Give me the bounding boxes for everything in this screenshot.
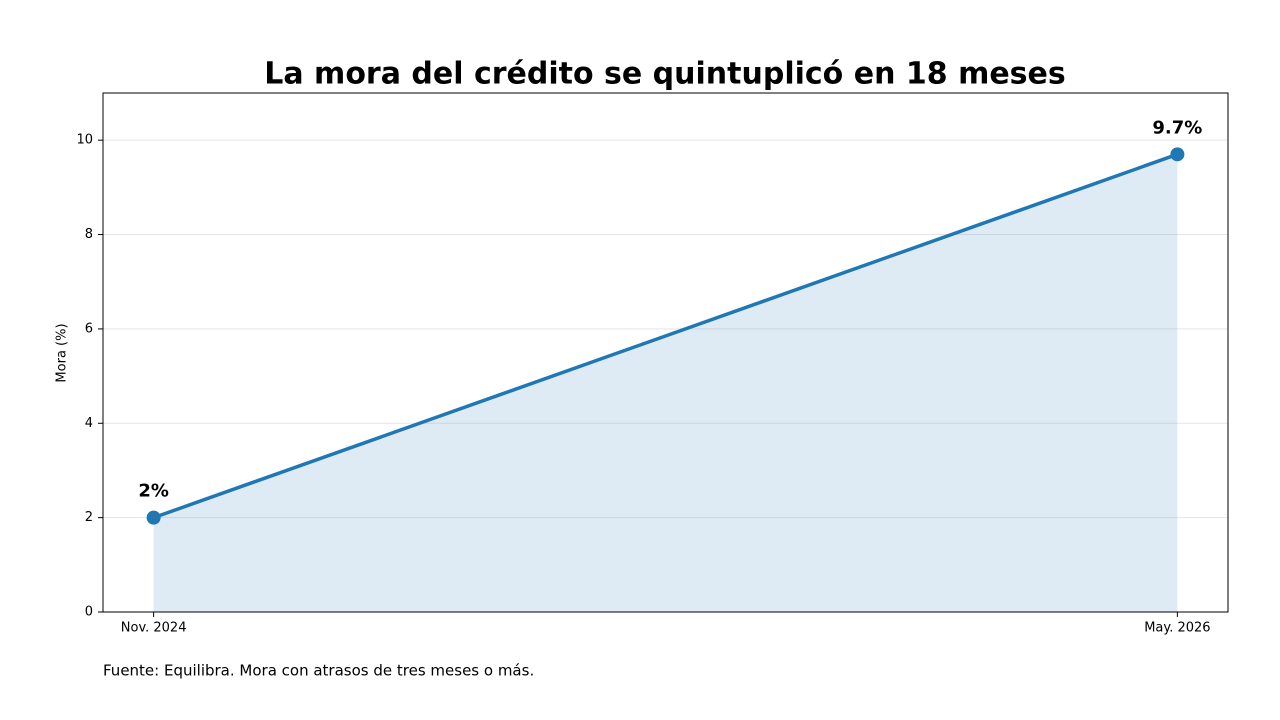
y-tick-label: 8	[85, 227, 93, 242]
x-tick-label: May. 2026	[1144, 621, 1210, 636]
source-note: Fuente: Equilibra. Mora con atrasos de t…	[103, 662, 534, 680]
y-axis-label: Mora (%)	[55, 323, 70, 382]
plot-frame	[102, 92, 1229, 613]
value-label: 2%	[138, 481, 169, 502]
x-tick-label: Nov. 2024	[121, 621, 187, 636]
point	[146, 510, 161, 525]
point	[1170, 147, 1185, 162]
value-label: 9.7%	[1152, 117, 1202, 138]
area	[153, 154, 1178, 612]
y-tick-label: 6	[85, 321, 93, 336]
chart-title: La mora del crédito se quintuplicó en 18…	[264, 57, 1066, 92]
y-tick-label: 4	[85, 416, 93, 431]
y-tick-label: 0	[85, 605, 93, 620]
y-tick-label: 2	[85, 510, 93, 525]
y-tick-label: 10	[76, 133, 93, 148]
line	[153, 152, 1178, 520]
